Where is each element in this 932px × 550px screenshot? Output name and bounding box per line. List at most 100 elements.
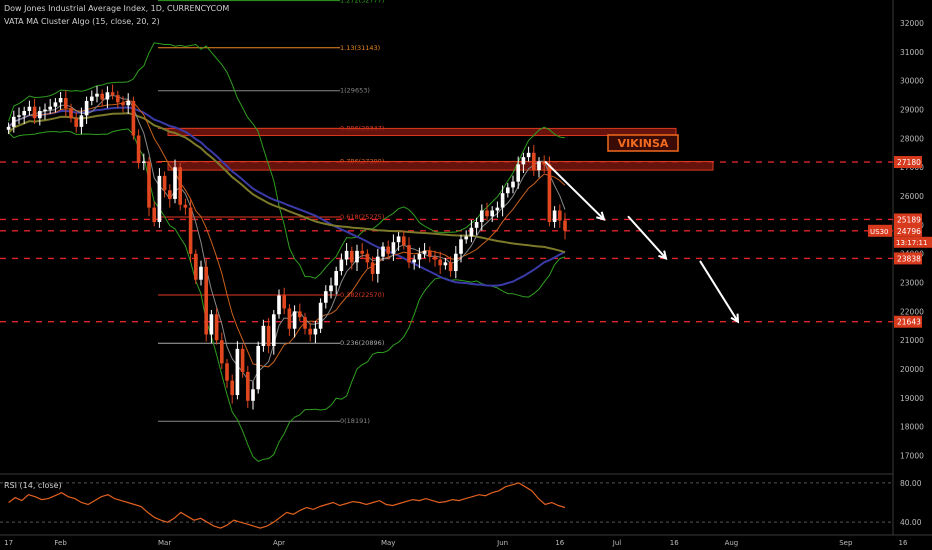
candle-body (531, 152, 536, 171)
candle-body (79, 115, 84, 127)
candle-body (136, 135, 141, 163)
fib-label: 0(18191) (340, 417, 370, 425)
price-tick-label: 23000 (900, 279, 924, 288)
candle-body (100, 93, 105, 100)
price-tag-box (894, 252, 922, 265)
candle-body (344, 250, 349, 260)
price-tick-label: 18000 (900, 423, 924, 432)
candle-body (225, 363, 229, 381)
candle-body (147, 161, 151, 208)
candle-body (386, 246, 391, 254)
time-tick-label: 17 (4, 539, 13, 547)
candle-body (282, 295, 287, 309)
candle-body (37, 111, 42, 119)
candle-body (453, 253, 458, 272)
projection-arrows (544, 160, 740, 324)
candle-body (474, 222, 479, 228)
candle-body (152, 207, 157, 223)
fibonacci-levels: 1.272(32777)1.13(31143)1(29653)0.886(283… (158, 0, 384, 425)
price-axis[interactable]: 3200031000300002900028000270002600025000… (900, 19, 924, 461)
candle-body (58, 98, 63, 103)
candle-body (53, 102, 58, 107)
candle-body (433, 256, 437, 260)
candle-body (360, 250, 365, 254)
candle-body (74, 118, 79, 127)
candle-body (32, 106, 37, 119)
candle-body (6, 126, 11, 130)
candle-body (526, 152, 531, 158)
time-tick-label: Feb (54, 539, 67, 547)
price-tags: 27180 25189 24796 US30 13:17:11 23838 21643 (868, 156, 932, 328)
candle-body (370, 262, 375, 274)
candle-body (292, 311, 297, 329)
price-tag-label: 23838 (897, 254, 921, 263)
candle-body (542, 161, 547, 165)
candle-body (287, 308, 292, 329)
price-tag-label: 27180 (897, 158, 921, 167)
candle-body (303, 317, 307, 329)
candle-body (557, 210, 562, 221)
price-tick-label: 17000 (900, 452, 924, 461)
rsi-line (8, 482, 566, 529)
candle-body (537, 161, 541, 171)
time-tick-label: 16 (670, 539, 679, 547)
candle-body (511, 181, 515, 188)
time-tick-label: 16 (899, 539, 908, 547)
price-tick-label: 22000 (900, 307, 924, 316)
candle-body (22, 111, 27, 116)
annotation-vikinsa: VIKINSA (607, 134, 679, 152)
candle-body (48, 106, 53, 110)
price-tick-label: 26000 (900, 192, 924, 201)
candle-body (505, 187, 510, 194)
candlesticks (6, 84, 567, 410)
candle-body (271, 314, 276, 347)
projection-arrow (627, 215, 667, 260)
rsi-tick-label: 80.00 (900, 479, 922, 488)
annotation-box (607, 134, 679, 152)
candle-body (63, 98, 68, 109)
time-axis[interactable]: 17 Feb Mar Apr May Jun 16 Jul 16 Aug Sep 16 (4, 539, 908, 547)
candle-body (417, 253, 422, 260)
candle-body (313, 328, 318, 335)
price-tag-box (894, 156, 922, 169)
candle-body (516, 164, 521, 182)
candle-body (365, 253, 370, 263)
candle-body (95, 93, 99, 97)
time-tick-label: Apr (273, 539, 285, 547)
candle-body (209, 314, 214, 335)
ma-long (7, 106, 566, 287)
candle-body (131, 100, 136, 136)
symbol-tag-label: US30 (870, 228, 888, 236)
price-tick-label: 21000 (900, 336, 924, 345)
bollinger-upper (8, 42, 566, 279)
candle-body (105, 92, 110, 100)
candle-body (443, 262, 448, 266)
price-tag-box (894, 315, 922, 328)
candle-body (235, 348, 240, 396)
candle-body (412, 259, 417, 263)
price-tag-label: 21643 (897, 318, 921, 327)
candle-body (230, 380, 235, 396)
candle-body (27, 106, 32, 112)
candle-body (407, 245, 411, 263)
candle-body (490, 210, 495, 217)
candle-body (256, 346, 261, 390)
candle-body (355, 250, 359, 263)
candle-body (11, 116, 16, 127)
candle-body (547, 164, 552, 223)
candle-body (469, 227, 474, 237)
candle-body (178, 167, 183, 205)
price-tag-box (894, 213, 922, 226)
candle-body (240, 348, 245, 372)
candle-body (89, 96, 94, 101)
fib-label: 1.13(31143) (340, 44, 380, 52)
time-tick-label: Jul (612, 539, 622, 547)
candle-body (391, 242, 396, 254)
candle-body (375, 256, 380, 274)
candle-body (521, 157, 526, 165)
ma-fast (8, 99, 566, 368)
candle-body (110, 92, 115, 96)
candle-body (485, 210, 489, 217)
